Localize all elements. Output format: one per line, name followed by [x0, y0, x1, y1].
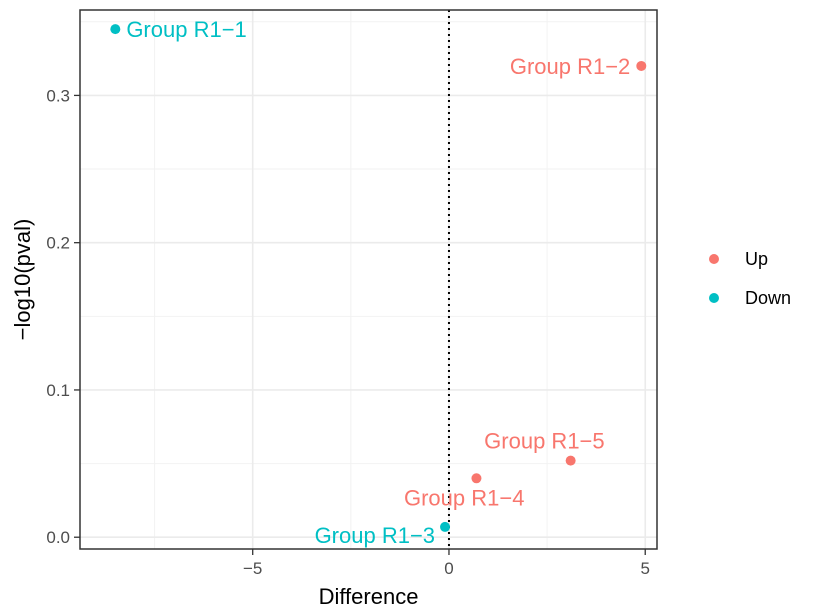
- point-label: Group R1−5: [484, 429, 604, 454]
- y-axis-ticks: 0.0 0.1 0.2 0.3: [46, 86, 80, 547]
- point-labels: Group R1−2 Group R1−5 Group R1−4 Group R1−1…: [126, 17, 630, 548]
- data-point-up: [565, 455, 576, 466]
- legend-label-down: Down: [745, 288, 791, 308]
- point-label: Group R1−3: [315, 523, 435, 548]
- y-tick-label: 0.0: [46, 528, 70, 547]
- data-points: [110, 24, 647, 532]
- data-point-up: [636, 60, 647, 71]
- x-axis-title: Difference: [319, 584, 419, 609]
- legend-key-up: [709, 254, 719, 264]
- minor-gridlines: [80, 10, 657, 549]
- data-point-down: [440, 521, 451, 532]
- x-tick-label: 5: [640, 559, 649, 578]
- legend-key-down: [709, 293, 719, 303]
- data-point-down: [110, 24, 121, 35]
- plot-panel-border: [79, 9, 658, 550]
- y-tick-label: 0.3: [46, 86, 70, 105]
- y-tick-label: 0.1: [46, 381, 70, 400]
- x-tick-label: −5: [243, 559, 262, 578]
- point-label: Group R1−2: [510, 54, 630, 79]
- point-label: Group R1−1: [126, 17, 246, 42]
- y-tick-label: 0.2: [46, 234, 70, 253]
- x-tick-label: 0: [444, 559, 453, 578]
- y-axis-title: −log10(pval): [10, 219, 35, 341]
- legend: Up Down: [709, 249, 791, 308]
- data-point-up: [471, 473, 482, 484]
- point-label: Group R1−4: [404, 485, 524, 510]
- major-gridlines: [80, 10, 657, 549]
- x-axis-ticks: −5 0 5: [243, 549, 650, 578]
- legend-label-up: Up: [745, 249, 768, 269]
